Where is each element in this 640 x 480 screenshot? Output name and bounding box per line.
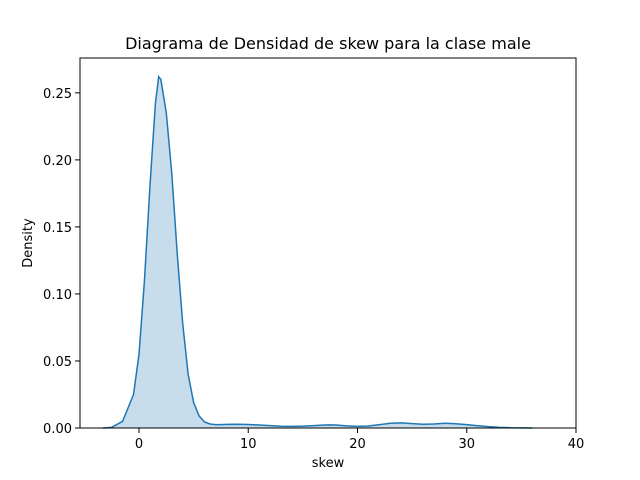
x-tick-label: 30	[458, 437, 475, 452]
x-axis-label: skew	[312, 456, 345, 471]
x-axis-ticks: 0 10 20 30 40	[135, 428, 584, 452]
y-tick-label: 0.25	[43, 87, 72, 102]
x-tick-label: 40	[568, 437, 585, 452]
y-tick-label: 0.15	[43, 221, 72, 236]
density-fill-area	[102, 76, 533, 429]
y-axis-ticks: 0.00 0.05 0.10 0.15 0.20 0.25	[43, 87, 80, 437]
plot-area	[79, 57, 577, 429]
y-tick-label: 0.10	[43, 288, 72, 303]
y-tick-label: 0.05	[43, 355, 72, 370]
density-line	[102, 74, 533, 429]
y-axis-label: Density	[21, 218, 36, 268]
x-tick-label: 20	[349, 437, 366, 452]
x-tick-label: 10	[240, 437, 257, 452]
y-tick-label: 0.20	[43, 154, 72, 169]
plot-frame	[79, 57, 577, 429]
y-tick-label: 0.00	[43, 422, 72, 437]
chart-title: Diagrama de Densidad de skew para la cla…	[125, 34, 531, 53]
x-tick-label: 0	[135, 437, 143, 452]
